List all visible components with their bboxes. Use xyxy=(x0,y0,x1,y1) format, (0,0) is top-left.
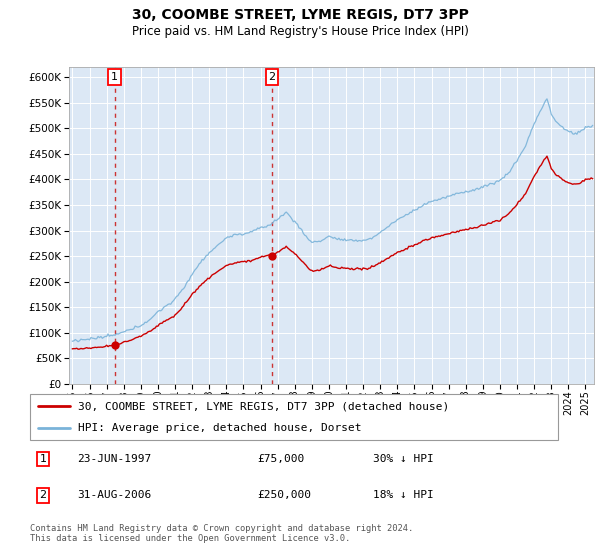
FancyBboxPatch shape xyxy=(30,394,558,440)
Text: 2: 2 xyxy=(40,491,47,500)
Text: £75,000: £75,000 xyxy=(257,454,304,464)
Text: 2: 2 xyxy=(268,72,275,82)
Text: Price paid vs. HM Land Registry's House Price Index (HPI): Price paid vs. HM Land Registry's House … xyxy=(131,25,469,38)
Text: £250,000: £250,000 xyxy=(257,491,311,500)
Text: 30, COOMBE STREET, LYME REGIS, DT7 3PP (detached house): 30, COOMBE STREET, LYME REGIS, DT7 3PP (… xyxy=(77,401,449,411)
Text: Contains HM Land Registry data © Crown copyright and database right 2024.
This d: Contains HM Land Registry data © Crown c… xyxy=(30,524,413,543)
Text: HPI: Average price, detached house, Dorset: HPI: Average price, detached house, Dors… xyxy=(77,423,361,433)
Text: 30% ↓ HPI: 30% ↓ HPI xyxy=(373,454,434,464)
Text: 31-AUG-2006: 31-AUG-2006 xyxy=(77,491,152,500)
Text: 23-JUN-1997: 23-JUN-1997 xyxy=(77,454,152,464)
Text: 18% ↓ HPI: 18% ↓ HPI xyxy=(373,491,434,500)
Text: 1: 1 xyxy=(111,72,118,82)
Text: 1: 1 xyxy=(40,454,47,464)
Text: 30, COOMBE STREET, LYME REGIS, DT7 3PP: 30, COOMBE STREET, LYME REGIS, DT7 3PP xyxy=(131,8,469,22)
